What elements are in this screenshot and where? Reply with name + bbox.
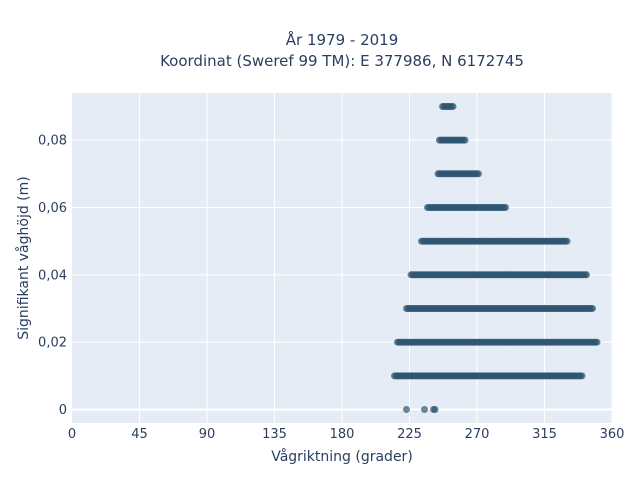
y-tick-label: 0,02 (38, 336, 67, 351)
data-point (403, 406, 410, 413)
y-tick-label: 0,06 (38, 201, 67, 216)
data-point (502, 204, 509, 211)
x-tick-label: 135 (262, 427, 287, 442)
x-tick-labels: 0 45 90 135 180 225 270 315 360 (68, 427, 625, 442)
x-tick-label: 90 (199, 427, 216, 442)
x-tick-label: 315 (532, 427, 557, 442)
data-point (583, 271, 590, 279)
data-point (431, 406, 439, 413)
data-point (475, 170, 482, 178)
x-tick-label: 270 (465, 427, 490, 442)
data-point (589, 305, 596, 312)
data-points (391, 103, 601, 413)
x-tick-label: 360 (600, 427, 625, 442)
chart-title-line-1: År 1979 - 2019 (286, 30, 399, 49)
chart-title-line-2: Koordinat (Sweref 99 TM): E 377986, N 61… (160, 52, 524, 70)
y-tick-label: 0 (59, 403, 67, 418)
x-tick-label: 180 (330, 427, 355, 442)
data-point (461, 136, 469, 144)
x-axis-title: Vågriktning (grader) (271, 448, 413, 465)
y-axis-title: Signifikant våghöjd (m) (15, 176, 32, 339)
x-tick-label: 225 (397, 427, 422, 442)
x-tick-label: 0 (68, 427, 76, 442)
data-point (578, 372, 586, 380)
data-point (449, 103, 457, 110)
y-tick-label: 0,08 (38, 134, 67, 149)
data-point (593, 338, 601, 346)
y-tick-label: 0,04 (38, 268, 67, 283)
y-tick-labels: 0 0,02 0,04 0,06 0,08 (38, 134, 67, 418)
data-point (421, 406, 428, 413)
data-point (563, 237, 571, 245)
x-tick-label: 45 (131, 427, 148, 442)
